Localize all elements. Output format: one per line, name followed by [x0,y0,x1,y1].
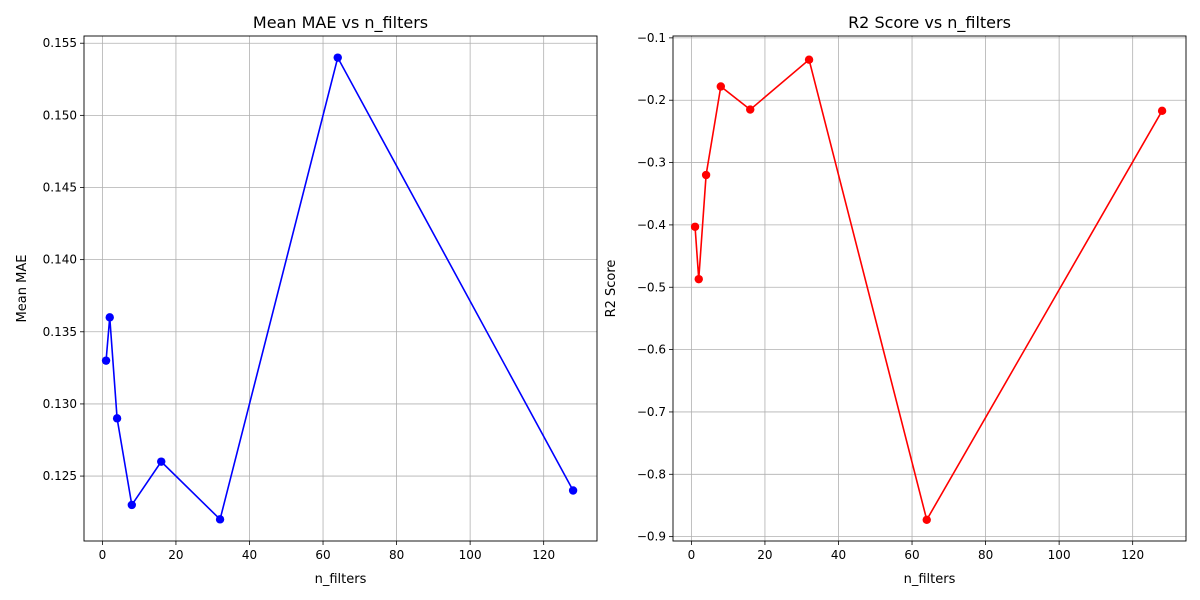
x-tick-label: 0 [688,548,696,562]
x-tick-label: 100 [1048,548,1071,562]
data-point [922,515,931,525]
y-tick-label: 0.150 [43,108,77,122]
y-tick-label: 0.155 [43,36,77,50]
data-point [694,274,703,284]
y-tick-label: −0.3 [637,156,666,170]
data-point [157,457,166,466]
x-axis-label: n_filters [904,572,956,587]
x-tick-label: 20 [168,548,183,562]
data-point [112,414,122,423]
x-tick-label: 40 [831,548,846,562]
x-tick-label: 100 [459,548,482,562]
chart-1: 0 20 40 60 80 100 120 0.125 0.130 0.135 0.140 0.145… [15,13,598,587]
y-tick-label: −0.5 [637,280,666,294]
data-point [568,486,578,495]
data-point [215,515,225,524]
data-point [105,313,114,322]
series-line [694,58,1163,522]
chart-title: R2 Score vs n_filters [848,13,1011,33]
data-point [701,170,711,180]
y-tick-label: 0.130 [43,397,77,411]
y-tick-label: −0.8 [637,467,666,481]
y-tick-label: 0.145 [43,181,77,195]
y-axis-label: Mean MAE [15,255,30,323]
data-point [333,53,342,62]
data-point [804,55,814,64]
plot-frame [83,35,598,542]
data-point [101,356,111,365]
y-tick-label: −0.9 [637,530,666,544]
data-point [1157,106,1167,116]
y-tick-label: 0.140 [43,253,77,267]
x-tick-label: 20 [757,548,772,562]
x-tick-label: 120 [1121,548,1144,562]
x-tick-label: 60 [315,548,330,562]
y-axis-label: R2 Score [604,260,619,318]
data-point [127,500,137,510]
x-tick-label: 60 [904,548,919,562]
x-tick-label: 0 [99,548,107,562]
chart-title: Mean MAE vs n_filters [253,13,428,33]
y-tick-label: −0.4 [637,218,666,232]
plot-frame [672,35,1187,542]
x-tick-label: 80 [389,548,404,562]
data-point [746,105,755,114]
y-tick-label: 0.125 [43,469,77,483]
y-tick-label: −0.7 [637,405,666,419]
x-tick-label: 40 [242,548,257,562]
chart-2: 0 20 40 60 80 100 120 −0.9 −0.8 −0.7 −0.6 −0.5 −0.4 −… [604,13,1187,587]
x-tick-label: 80 [978,548,993,562]
series-line [105,55,574,521]
data-point [690,222,700,231]
y-tick-label: −0.2 [637,93,666,107]
y-tick-label: −0.1 [637,31,666,45]
y-tick-label: −0.6 [637,343,666,357]
x-tick-label: 120 [532,548,555,562]
x-axis-label: n_filters [315,572,367,587]
data-point [716,82,726,91]
y-tick-label: 0.135 [43,325,77,339]
